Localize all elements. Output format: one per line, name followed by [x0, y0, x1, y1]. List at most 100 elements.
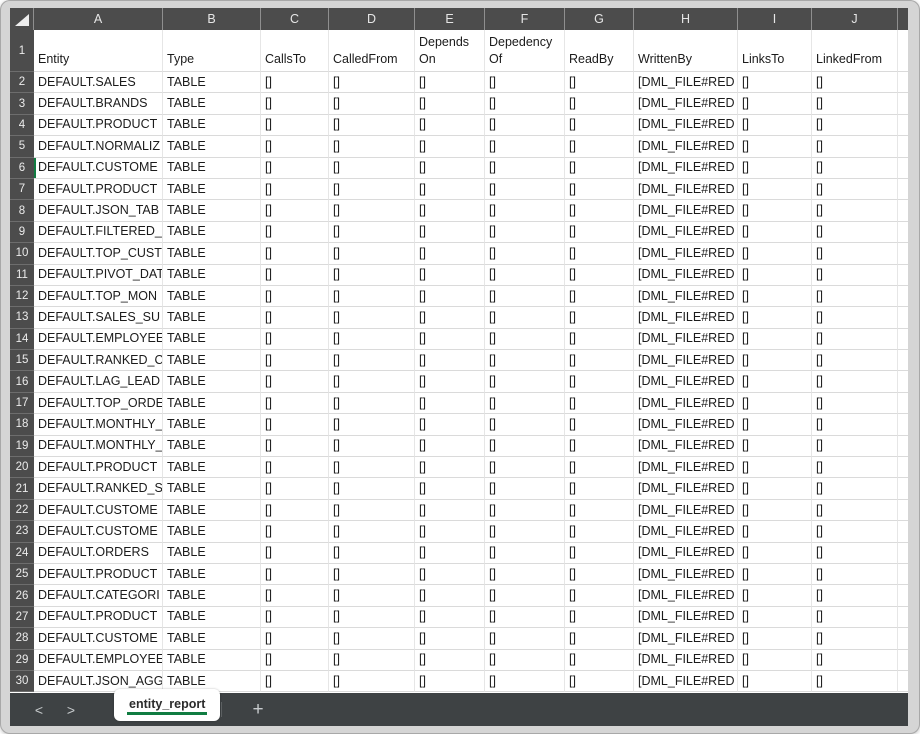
cell-H30[interactable]: [DML_FILE#RED [634, 670, 738, 693]
cell-I12[interactable]: [] [738, 285, 812, 308]
cell-J28[interactable]: [] [812, 628, 898, 650]
cell-C27[interactable]: [] [261, 606, 329, 629]
cell-F18[interactable]: [] [485, 414, 565, 436]
cell-E17[interactable]: [] [415, 392, 485, 415]
cell-B17[interactable]: TABLE [163, 392, 261, 415]
cell-J13[interactable]: [] [812, 307, 898, 329]
cell-I10[interactable]: [] [738, 243, 812, 265]
cell-E2[interactable]: [] [415, 72, 485, 94]
cell-F2[interactable]: [] [485, 72, 565, 94]
cell-E19[interactable]: [] [415, 435, 485, 458]
cell-G25[interactable]: [] [565, 563, 634, 586]
cell-A26[interactable]: DEFAULT.CATEGORI [34, 585, 163, 607]
cell-F14[interactable]: [] [485, 328, 565, 351]
cell-J29[interactable]: [] [812, 649, 898, 671]
cell-G7[interactable]: [] [565, 178, 634, 201]
cell-J14[interactable]: [] [812, 328, 898, 351]
cell-I19[interactable]: [] [738, 435, 812, 458]
cell-A28[interactable]: DEFAULT.CUSTOME [34, 628, 163, 650]
cell-D18[interactable]: [] [329, 414, 415, 436]
cell-E29[interactable]: [] [415, 649, 485, 671]
cell-B3[interactable]: TABLE [163, 93, 261, 115]
cell-H11[interactable]: [DML_FILE#RED [634, 264, 738, 286]
cell-D1[interactable]: CalledFrom [329, 30, 415, 72]
cell-I13[interactable]: [] [738, 307, 812, 329]
cell-I18[interactable]: [] [738, 414, 812, 436]
cell-I16[interactable]: [] [738, 371, 812, 393]
row-header-18[interactable]: 18 [10, 414, 34, 436]
cell-E8[interactable]: [] [415, 200, 485, 222]
cell-B28[interactable]: TABLE [163, 628, 261, 650]
column-header-J[interactable]: J [812, 8, 898, 30]
cell-E3[interactable]: [] [415, 93, 485, 115]
cell-E18[interactable]: [] [415, 414, 485, 436]
cell-B13[interactable]: TABLE [163, 307, 261, 329]
cell-I2[interactable]: [] [738, 72, 812, 94]
cell-J19[interactable]: [] [812, 435, 898, 458]
cell-A29[interactable]: DEFAULT.EMPLOYEE [34, 649, 163, 671]
cell-H16[interactable]: [DML_FILE#RED [634, 371, 738, 393]
cell-C10[interactable]: [] [261, 243, 329, 265]
cell-J18[interactable]: [] [812, 414, 898, 436]
cell-I17[interactable]: [] [738, 392, 812, 415]
cell-B26[interactable]: TABLE [163, 585, 261, 607]
cell-A30[interactable]: DEFAULT.JSON_AGG [34, 670, 163, 693]
cell-H6[interactable]: [DML_FILE#RED [634, 157, 738, 179]
cell-F27[interactable]: [] [485, 606, 565, 629]
cell-D3[interactable]: [] [329, 93, 415, 115]
cell-B7[interactable]: TABLE [163, 178, 261, 201]
cell-E26[interactable]: [] [415, 585, 485, 607]
row-header-30[interactable]: 30 [10, 670, 34, 693]
cell-J16[interactable]: [] [812, 371, 898, 393]
cell-C28[interactable]: [] [261, 628, 329, 650]
cell-B9[interactable]: TABLE [163, 221, 261, 244]
cell-F10[interactable]: [] [485, 243, 565, 265]
row-header-4[interactable]: 4 [10, 114, 34, 137]
cell-G12[interactable]: [] [565, 285, 634, 308]
cell-B25[interactable]: TABLE [163, 563, 261, 586]
cell-D2[interactable]: [] [329, 72, 415, 94]
cell-D19[interactable]: [] [329, 435, 415, 458]
row-header-10[interactable]: 10 [10, 243, 34, 265]
cell-A12[interactable]: DEFAULT.TOP_MON [34, 285, 163, 308]
cell-I15[interactable]: [] [738, 350, 812, 372]
cell-F8[interactable]: [] [485, 200, 565, 222]
cell-A20[interactable]: DEFAULT.PRODUCT [34, 457, 163, 479]
cell-I20[interactable]: [] [738, 457, 812, 479]
cell-J20[interactable]: [] [812, 457, 898, 479]
cell-A14[interactable]: DEFAULT.EMPLOYEE [34, 328, 163, 351]
cell-G23[interactable]: [] [565, 521, 634, 543]
cell-I29[interactable]: [] [738, 649, 812, 671]
cell-E14[interactable]: [] [415, 328, 485, 351]
cell-H7[interactable]: [DML_FILE#RED [634, 178, 738, 201]
cell-C3[interactable]: [] [261, 93, 329, 115]
cell-J3[interactable]: [] [812, 93, 898, 115]
row-header-23[interactable]: 23 [10, 521, 34, 543]
cell-H1[interactable]: WrittenBy [634, 30, 738, 72]
cell-D24[interactable]: [] [329, 542, 415, 564]
cell-D17[interactable]: [] [329, 392, 415, 415]
cell-F29[interactable]: [] [485, 649, 565, 671]
cell-H15[interactable]: [DML_FILE#RED [634, 350, 738, 372]
cell-E10[interactable]: [] [415, 243, 485, 265]
cell-H24[interactable]: [DML_FILE#RED [634, 542, 738, 564]
cell-A3[interactable]: DEFAULT.BRANDS [34, 93, 163, 115]
cell-G5[interactable]: [] [565, 136, 634, 158]
cell-H20[interactable]: [DML_FILE#RED [634, 457, 738, 479]
cell-G27[interactable]: [] [565, 606, 634, 629]
cell-A6[interactable]: DEFAULT.CUSTOME [34, 157, 163, 179]
cell-D6[interactable]: [] [329, 157, 415, 179]
cell-D30[interactable]: [] [329, 670, 415, 693]
cell-H13[interactable]: [DML_FILE#RED [634, 307, 738, 329]
cell-A24[interactable]: DEFAULT.ORDERS [34, 542, 163, 564]
cell-B11[interactable]: TABLE [163, 264, 261, 286]
cell-E23[interactable]: [] [415, 521, 485, 543]
cell-C2[interactable]: [] [261, 72, 329, 94]
cell-F1[interactable]: Depedency Of [485, 30, 565, 72]
cell-B20[interactable]: TABLE [163, 457, 261, 479]
cell-E30[interactable]: [] [415, 670, 485, 693]
cell-G6[interactable]: [] [565, 157, 634, 179]
add-sheet-button[interactable]: + [246, 693, 270, 726]
cell-D11[interactable]: [] [329, 264, 415, 286]
cell-H3[interactable]: [DML_FILE#RED [634, 93, 738, 115]
